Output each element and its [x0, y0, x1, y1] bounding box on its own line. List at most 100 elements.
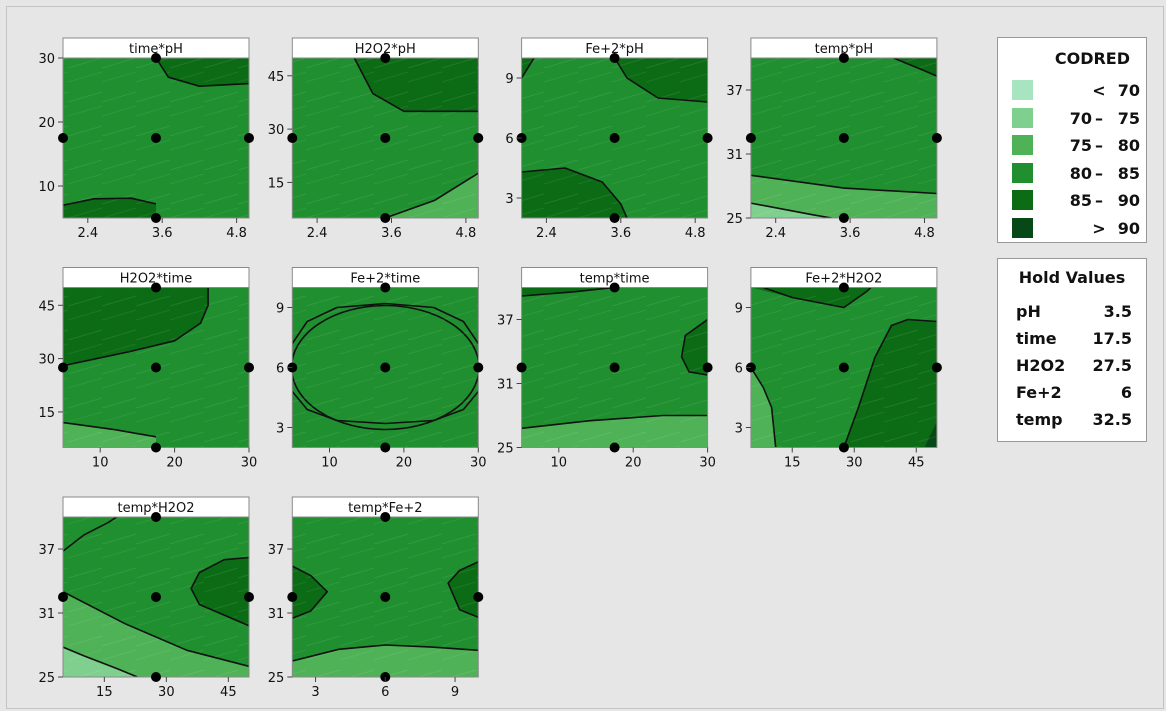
design-point	[380, 282, 391, 293]
x-tick-label: 20	[625, 456, 642, 471]
x-tick-label: 45	[908, 456, 925, 471]
legend-title: CODRED	[1054, 49, 1130, 68]
y-tick-label: 6	[276, 362, 284, 377]
y-tick-label: 25	[497, 442, 514, 457]
legend-operator: –	[1095, 136, 1103, 155]
x-tick-label: 30	[241, 456, 258, 471]
legend-swatch	[1012, 107, 1033, 128]
design-point	[380, 213, 391, 223]
contour-line	[190, 556, 249, 627]
legend-operator: –	[1095, 163, 1103, 183]
contour-panel: H2O2*pH 2.4 3.6 4.8 15 30 45	[268, 37, 484, 241]
legend-high: 90	[1117, 218, 1140, 238]
y-tick-label: 20	[38, 116, 55, 131]
design-point	[609, 213, 620, 223]
legend-low: 85	[1069, 191, 1092, 210]
design-point	[473, 592, 484, 602]
design-point	[702, 133, 713, 143]
legend-item: 80–85	[1012, 162, 1140, 185]
contour-panel: temp*Fe+2 3 6 9 25 31 37	[268, 496, 484, 700]
legend-low: 70	[1069, 108, 1092, 128]
y-tick-label: 6	[505, 132, 513, 147]
panel-title: temp*Fe+2	[348, 501, 422, 516]
contour-panel: Fe+2*time 10 20 30 3 6 9	[276, 267, 487, 471]
x-tick-label: 9	[451, 685, 459, 700]
design-point	[609, 53, 620, 63]
hold-values-title: Hold Values	[1018, 268, 1126, 287]
contour-line	[447, 561, 479, 619]
design-point	[58, 592, 68, 602]
y-tick-label: 37	[268, 543, 285, 558]
design-point	[745, 133, 756, 143]
design-point	[931, 362, 942, 373]
x-tick-label: 45	[220, 685, 237, 700]
y-tick-label: 31	[268, 607, 285, 622]
x-tick-label: 4.8	[226, 226, 247, 241]
y-tick-label: 31	[497, 378, 514, 393]
contour-panel: H2O2*time 10 20 30 15 30 45	[38, 267, 258, 471]
x-tick-label: 3.6	[381, 226, 402, 241]
design-point	[609, 362, 620, 373]
panel-title: H2O2*pH	[355, 42, 416, 57]
contour-line	[763, 287, 872, 309]
contour-line	[155, 58, 249, 87]
contour-line	[521, 167, 628, 218]
contour-line	[63, 421, 157, 438]
y-tick-label: 45	[38, 299, 55, 314]
y-tick-label: 15	[268, 176, 285, 191]
legend-swatch	[1012, 217, 1033, 238]
panel-title: Fe+2*H2O2	[805, 272, 882, 287]
legend-high: 70	[1117, 81, 1140, 100]
contour-line	[521, 287, 615, 297]
legend-swatch	[1012, 190, 1033, 210]
design-point	[380, 512, 391, 522]
design-point	[473, 133, 484, 143]
hold-value-name: H2O2	[1016, 356, 1066, 375]
contour-line	[750, 367, 777, 448]
y-tick-label: 31	[726, 148, 743, 163]
contour-panel: Fe+2*H2O2 15 30 45 3 6 9	[735, 267, 942, 471]
hold-value-name: pH	[1016, 302, 1041, 321]
legend-high: 85	[1117, 163, 1140, 183]
panel-title: Fe+2*time	[350, 272, 420, 287]
contour-line	[521, 58, 535, 79]
legend-swatch	[1012, 162, 1033, 183]
design-point	[609, 282, 620, 293]
y-tick-label: 3	[276, 422, 284, 437]
legend-high: 80	[1117, 136, 1140, 155]
design-point	[151, 672, 161, 682]
hold-value-row: temp 32.5	[1016, 410, 1132, 432]
y-tick-label: 6	[735, 362, 743, 377]
panel-title: temp*time	[580, 272, 650, 287]
legend-operator: >	[1092, 218, 1106, 238]
hold-value-row: Fe+2 6	[1016, 383, 1132, 405]
panel-title: H2O2*time	[120, 272, 192, 287]
x-tick-label: 4.8	[456, 226, 477, 241]
contour-panel: temp*H2O2 15 30 45 25 31 37	[38, 496, 254, 700]
contour-panel: time*pH 2.4 3.6 4.8 10 20 30	[38, 37, 254, 241]
x-tick-label: 30	[846, 456, 863, 471]
design-point	[838, 53, 849, 63]
design-point	[244, 592, 254, 602]
hold-value-name: Fe+2	[1016, 383, 1062, 402]
y-tick-label: 30	[268, 123, 285, 138]
x-tick-label: 3	[311, 685, 319, 700]
contour-panel: temp*pH 2.4 3.6 4.8 25 31 37	[726, 37, 942, 241]
design-point	[473, 362, 484, 373]
hold-value-number: 32.5	[1092, 410, 1132, 429]
x-tick-label: 30	[470, 456, 487, 471]
y-tick-label: 25	[268, 671, 285, 686]
design-point	[58, 133, 68, 143]
hold-value-name: temp	[1016, 410, 1063, 429]
legend-operator: –	[1095, 108, 1103, 128]
hold-value-row: H2O2 27.5	[1016, 356, 1132, 378]
design-point	[931, 133, 942, 143]
contour-line	[893, 58, 937, 77]
design-point	[838, 133, 849, 143]
hold-values-box: Hold Values pH 3.5 time 17.5 H2O2 27.5 Fe+2 6 te…	[997, 258, 1147, 442]
hold-value-number: 6	[1120, 383, 1132, 402]
x-tick-label: 2.4	[536, 226, 557, 241]
contour-line	[63, 287, 209, 367]
x-tick-label: 30	[699, 456, 716, 471]
